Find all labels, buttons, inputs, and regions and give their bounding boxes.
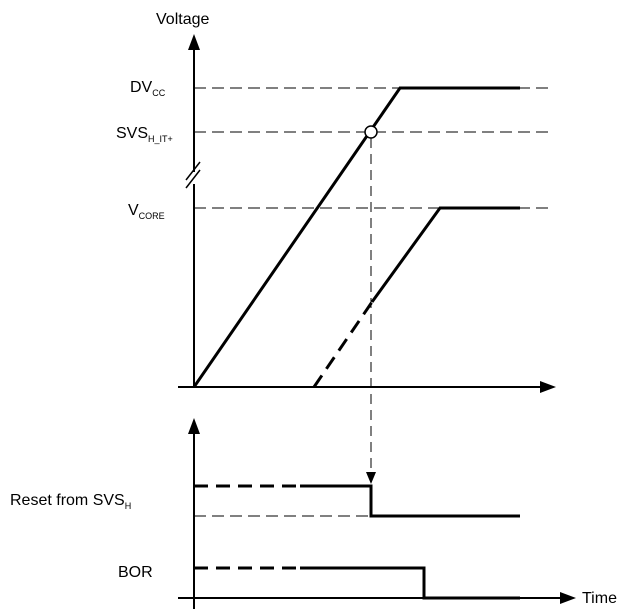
time-axis-label: Time — [582, 590, 617, 607]
signal-axis-arrowhead — [188, 418, 200, 434]
bor-signal-curve — [300, 566, 520, 600]
voltage-axis-arrowhead — [188, 34, 200, 50]
time-axis-upper-arrowhead — [540, 381, 556, 393]
axis-break-mark-2 — [185, 169, 201, 189]
time-axis-lower-arrowhead — [560, 592, 576, 604]
vcore-level-label: VCORE — [128, 202, 165, 221]
dvcc-level-label: DVCC — [130, 79, 166, 98]
svs-threshold-marker — [364, 125, 378, 139]
axis-break-mark-1 — [185, 161, 201, 181]
reset-signal-label: Reset from SVSH — [10, 492, 131, 511]
dvcc-ramp-curve — [192, 86, 520, 388]
reset-signal-curve — [300, 484, 520, 518]
vcore-ramp-dashed — [312, 301, 374, 388]
vcore-ramp-curve — [370, 206, 520, 303]
voltage-axis-label: Voltage — [156, 11, 209, 28]
svs-projection-arrowhead — [366, 472, 376, 484]
bor-signal-label: BOR — [118, 564, 153, 581]
svs-level-label: SVSH_IT+ — [116, 125, 173, 144]
